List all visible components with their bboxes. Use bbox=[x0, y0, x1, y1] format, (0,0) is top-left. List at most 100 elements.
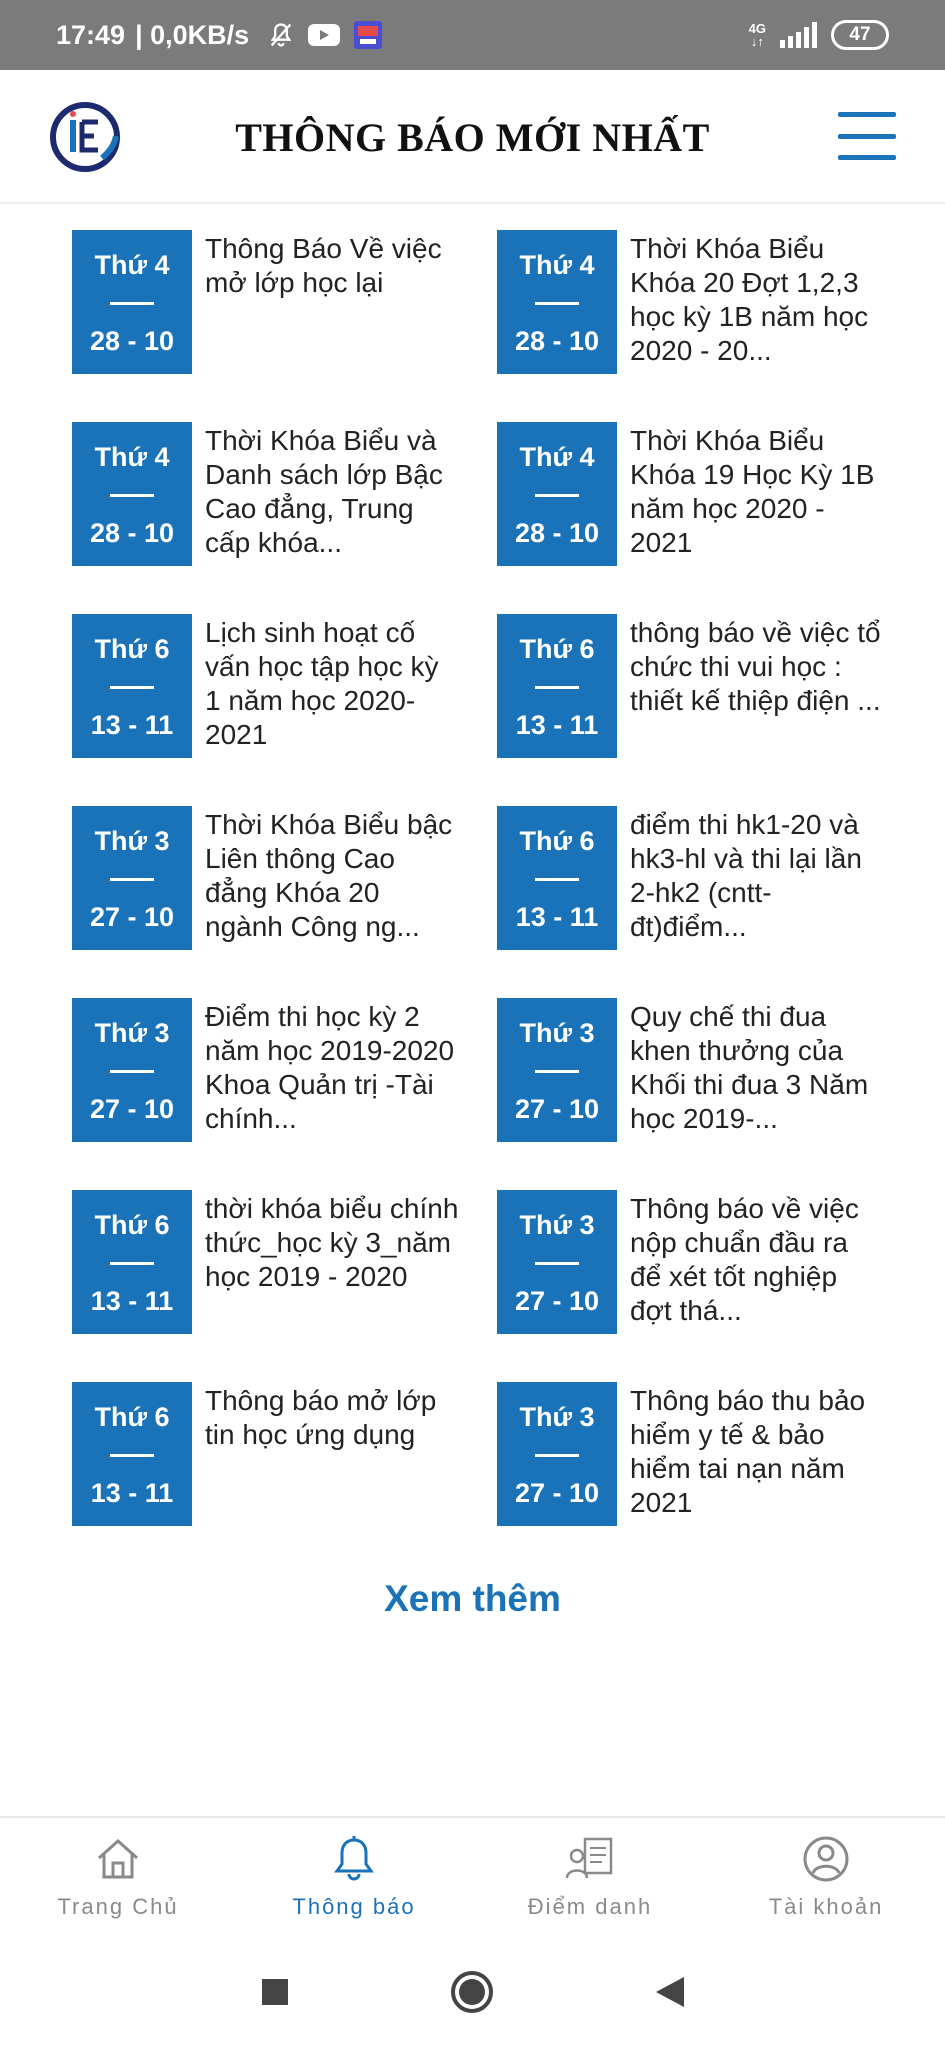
notice-weekday: Thứ 6 bbox=[94, 1402, 170, 1432]
system-nav-bar bbox=[0, 1936, 945, 2048]
attendance-icon bbox=[565, 1837, 613, 1879]
notice-title[interactable]: Thông Báo Về việc mở lớp học lại bbox=[205, 233, 442, 298]
date-divider bbox=[110, 1262, 154, 1265]
nav-item-account-label: Tài khoản bbox=[768, 1894, 884, 1919]
nav-item-attendance-label: Điểm danh bbox=[527, 1894, 653, 1919]
notice-weekday: Thứ 6 bbox=[519, 634, 595, 664]
battery-level: 47 bbox=[849, 24, 871, 45]
nav-item-home[interactable]: Trang Chủ bbox=[0, 1818, 236, 1934]
date-badge: Thứ 3 27 - 10 bbox=[497, 1382, 617, 1526]
date-divider bbox=[535, 878, 579, 881]
notice-weekday: Thứ 4 bbox=[94, 442, 170, 472]
date-badge: Thứ 6 13 - 11 bbox=[72, 1190, 192, 1334]
status-network-speed: | 0,0KB/s bbox=[135, 19, 250, 50]
notice-item[interactable]: Thứ 4 28 - 10 Thời Khóa Biểu Khóa 20 Đợt 1… bbox=[497, 230, 892, 422]
battery-icon: 47 bbox=[831, 20, 889, 50]
notice-item[interactable]: Thứ 6 13 - 11 Lịch sinh hoạt cố vấn học tậ… bbox=[72, 614, 497, 806]
bell-muted-icon bbox=[270, 23, 292, 47]
notice-title[interactable]: Thời Khóa Biểu Khóa 20 Đợt 1,2,3 học kỳ … bbox=[630, 233, 869, 366]
status-bar: 17:49 | 0,0KB/s 4G ↓↑ bbox=[0, 0, 945, 70]
app-notification-icon bbox=[354, 21, 383, 49]
notice-weekday: Thứ 3 bbox=[519, 1018, 595, 1048]
notice-weekday: Thứ 3 bbox=[519, 1402, 595, 1432]
date-badge: Thứ 3 27 - 10 bbox=[497, 1190, 617, 1334]
see-more-link[interactable]: Xem thêm bbox=[384, 1578, 561, 1619]
notice-date: 13 - 11 bbox=[90, 710, 174, 740]
date-divider bbox=[110, 1454, 154, 1457]
back-triangle-icon bbox=[655, 1977, 684, 2007]
back-button[interactable] bbox=[654, 1975, 686, 2009]
notice-title[interactable]: Thời Khóa Biểu bậc Liên thông Cao đẳng K… bbox=[205, 809, 453, 942]
date-badge: Thứ 3 27 - 10 bbox=[72, 806, 192, 950]
notice-item[interactable]: Thứ 3 27 - 10 Quy chế thi đua khen thưởng … bbox=[497, 998, 892, 1190]
notice-weekday: Thứ 6 bbox=[94, 634, 170, 664]
notice-title[interactable]: thông báo về việc tổ chức thi vui học : … bbox=[630, 617, 881, 716]
date-badge: Thứ 4 28 - 10 bbox=[497, 230, 617, 374]
notice-title[interactable]: Thời Khóa Biểu Khóa 19 Học Kỳ 1B năm học… bbox=[630, 425, 875, 558]
nav-item-attendance[interactable]: Điểm danh bbox=[472, 1818, 708, 1934]
notice-item[interactable]: Thứ 6 13 - 11 Thông báo mở lớp tin học ứng… bbox=[72, 1382, 497, 1574]
notice-title[interactable]: Thông báo thu bảo hiểm y tế & bảo hiểm t… bbox=[630, 1385, 866, 1518]
notice-list: Thứ 4 28 - 10 Thông Báo Về việc mở lớp học… bbox=[72, 230, 892, 1574]
home-icon bbox=[97, 1838, 139, 1879]
date-badge: Thứ 4 28 - 10 bbox=[72, 230, 192, 374]
notice-weekday: Thứ 4 bbox=[94, 250, 170, 280]
notice-weekday: Thứ 3 bbox=[94, 1018, 170, 1048]
notice-title[interactable]: Thời Khóa Biểu và Danh sách lớp Bậc Cao … bbox=[205, 425, 443, 558]
notice-date: 13 - 11 bbox=[90, 1478, 174, 1508]
notice-item[interactable]: Thứ 3 27 - 10 Thời Khóa Biểu bậc Liên thôn… bbox=[72, 806, 497, 998]
notice-title[interactable]: thời khóa biểu chính thức_học kỳ 3_năm h… bbox=[205, 1193, 459, 1292]
school-logo-icon[interactable] bbox=[48, 100, 122, 174]
date-divider bbox=[535, 494, 579, 497]
date-divider bbox=[535, 1454, 579, 1457]
home-button[interactable] bbox=[450, 1970, 494, 2014]
notice-date: 27 - 10 bbox=[89, 1094, 175, 1124]
notice-date: 13 - 11 bbox=[90, 1286, 174, 1316]
page-title: THÔNG BÁO MỚI NHẤT bbox=[235, 115, 710, 160]
date-divider bbox=[535, 686, 579, 689]
account-icon bbox=[803, 1836, 849, 1882]
date-divider bbox=[110, 302, 154, 305]
nav-item-account[interactable]: Tài khoản bbox=[708, 1818, 944, 1934]
notice-title[interactable]: Thông báo về việc nộp chuẩn đầu ra để xé… bbox=[630, 1193, 859, 1326]
notice-title[interactable]: Điểm thi học kỳ 2 năm học 2019-2020 Khoa… bbox=[205, 1001, 455, 1134]
notice-item[interactable]: Thứ 4 28 - 10 Thời Khóa Biểu và Danh sách … bbox=[72, 422, 497, 614]
notice-item[interactable]: Thứ 4 28 - 10 Thời Khóa Biểu Khóa 19 Học K… bbox=[497, 422, 892, 614]
signal-strength-icon bbox=[780, 22, 817, 48]
date-badge: Thứ 6 13 - 11 bbox=[72, 614, 192, 758]
notice-date: 27 - 10 bbox=[89, 902, 175, 932]
notice-title[interactable]: Lịch sinh hoạt cố vấn học tập học kỳ 1 n… bbox=[205, 617, 439, 750]
notice-weekday: Thứ 4 bbox=[519, 250, 595, 280]
network-type-label: 4G ↓↑ bbox=[748, 21, 766, 49]
bottom-nav: Trang Chủ Thông báo Điểm danh Tài khoản bbox=[0, 1816, 945, 1934]
square-icon bbox=[261, 1979, 288, 2005]
notice-date: 28 - 10 bbox=[514, 326, 600, 356]
date-divider bbox=[535, 1262, 579, 1265]
notice-weekday: Thứ 3 bbox=[519, 1210, 595, 1240]
notice-weekday: Thứ 6 bbox=[94, 1210, 170, 1240]
notice-item[interactable]: Thứ 3 27 - 10 Điểm thi học kỳ 2 năm học 20… bbox=[72, 998, 497, 1190]
date-badge: Thứ 4 28 - 10 bbox=[497, 422, 617, 566]
date-badge: Thứ 3 27 - 10 bbox=[497, 998, 617, 1142]
circle-icon bbox=[450, 1971, 493, 2013]
notice-item[interactable]: Thứ 3 27 - 10 Thông báo về việc nộp chuẩn … bbox=[497, 1190, 892, 1382]
status-time: 17:49 bbox=[56, 19, 126, 50]
notice-item[interactable]: Thứ 6 13 - 11 thông báo về việc tổ chức th… bbox=[497, 614, 892, 806]
date-divider bbox=[110, 686, 154, 689]
notice-item[interactable]: Thứ 3 27 - 10 Thông báo thu bảo hiểm y tế… bbox=[497, 1382, 892, 1574]
notice-title[interactable]: Quy chế thi đua khen thưởng của Khối thi… bbox=[630, 1001, 869, 1134]
notice-item[interactable]: Thứ 6 13 - 11 thời khóa biểu chính thức_họ… bbox=[72, 1190, 497, 1382]
notice-date: 13 - 11 bbox=[515, 710, 599, 740]
notice-date: 27 - 10 bbox=[514, 1094, 600, 1124]
recent-apps-button[interactable] bbox=[260, 1977, 290, 2007]
notice-item[interactable]: Thứ 4 28 - 10 Thông Báo Về việc mở lớp học… bbox=[72, 230, 497, 422]
app-header: THÔNG BÁO MỚI NHẤT bbox=[0, 70, 945, 204]
notice-item[interactable]: Thứ 6 13 - 11 điểm thi hk1-20 và hk3-hl và… bbox=[497, 806, 892, 998]
notice-date: 28 - 10 bbox=[89, 518, 175, 548]
notice-weekday: Thứ 4 bbox=[519, 442, 595, 472]
notice-date: 27 - 10 bbox=[514, 1478, 600, 1508]
notice-title[interactable]: điểm thi hk1-20 và hk3-hl và thi lại lần… bbox=[630, 809, 862, 942]
hamburger-menu-icon[interactable] bbox=[838, 112, 896, 160]
nav-item-notifications[interactable]: Thông báo bbox=[236, 1818, 472, 1934]
notice-title[interactable]: Thông báo mở lớp tin học ứng dụng bbox=[205, 1385, 437, 1450]
